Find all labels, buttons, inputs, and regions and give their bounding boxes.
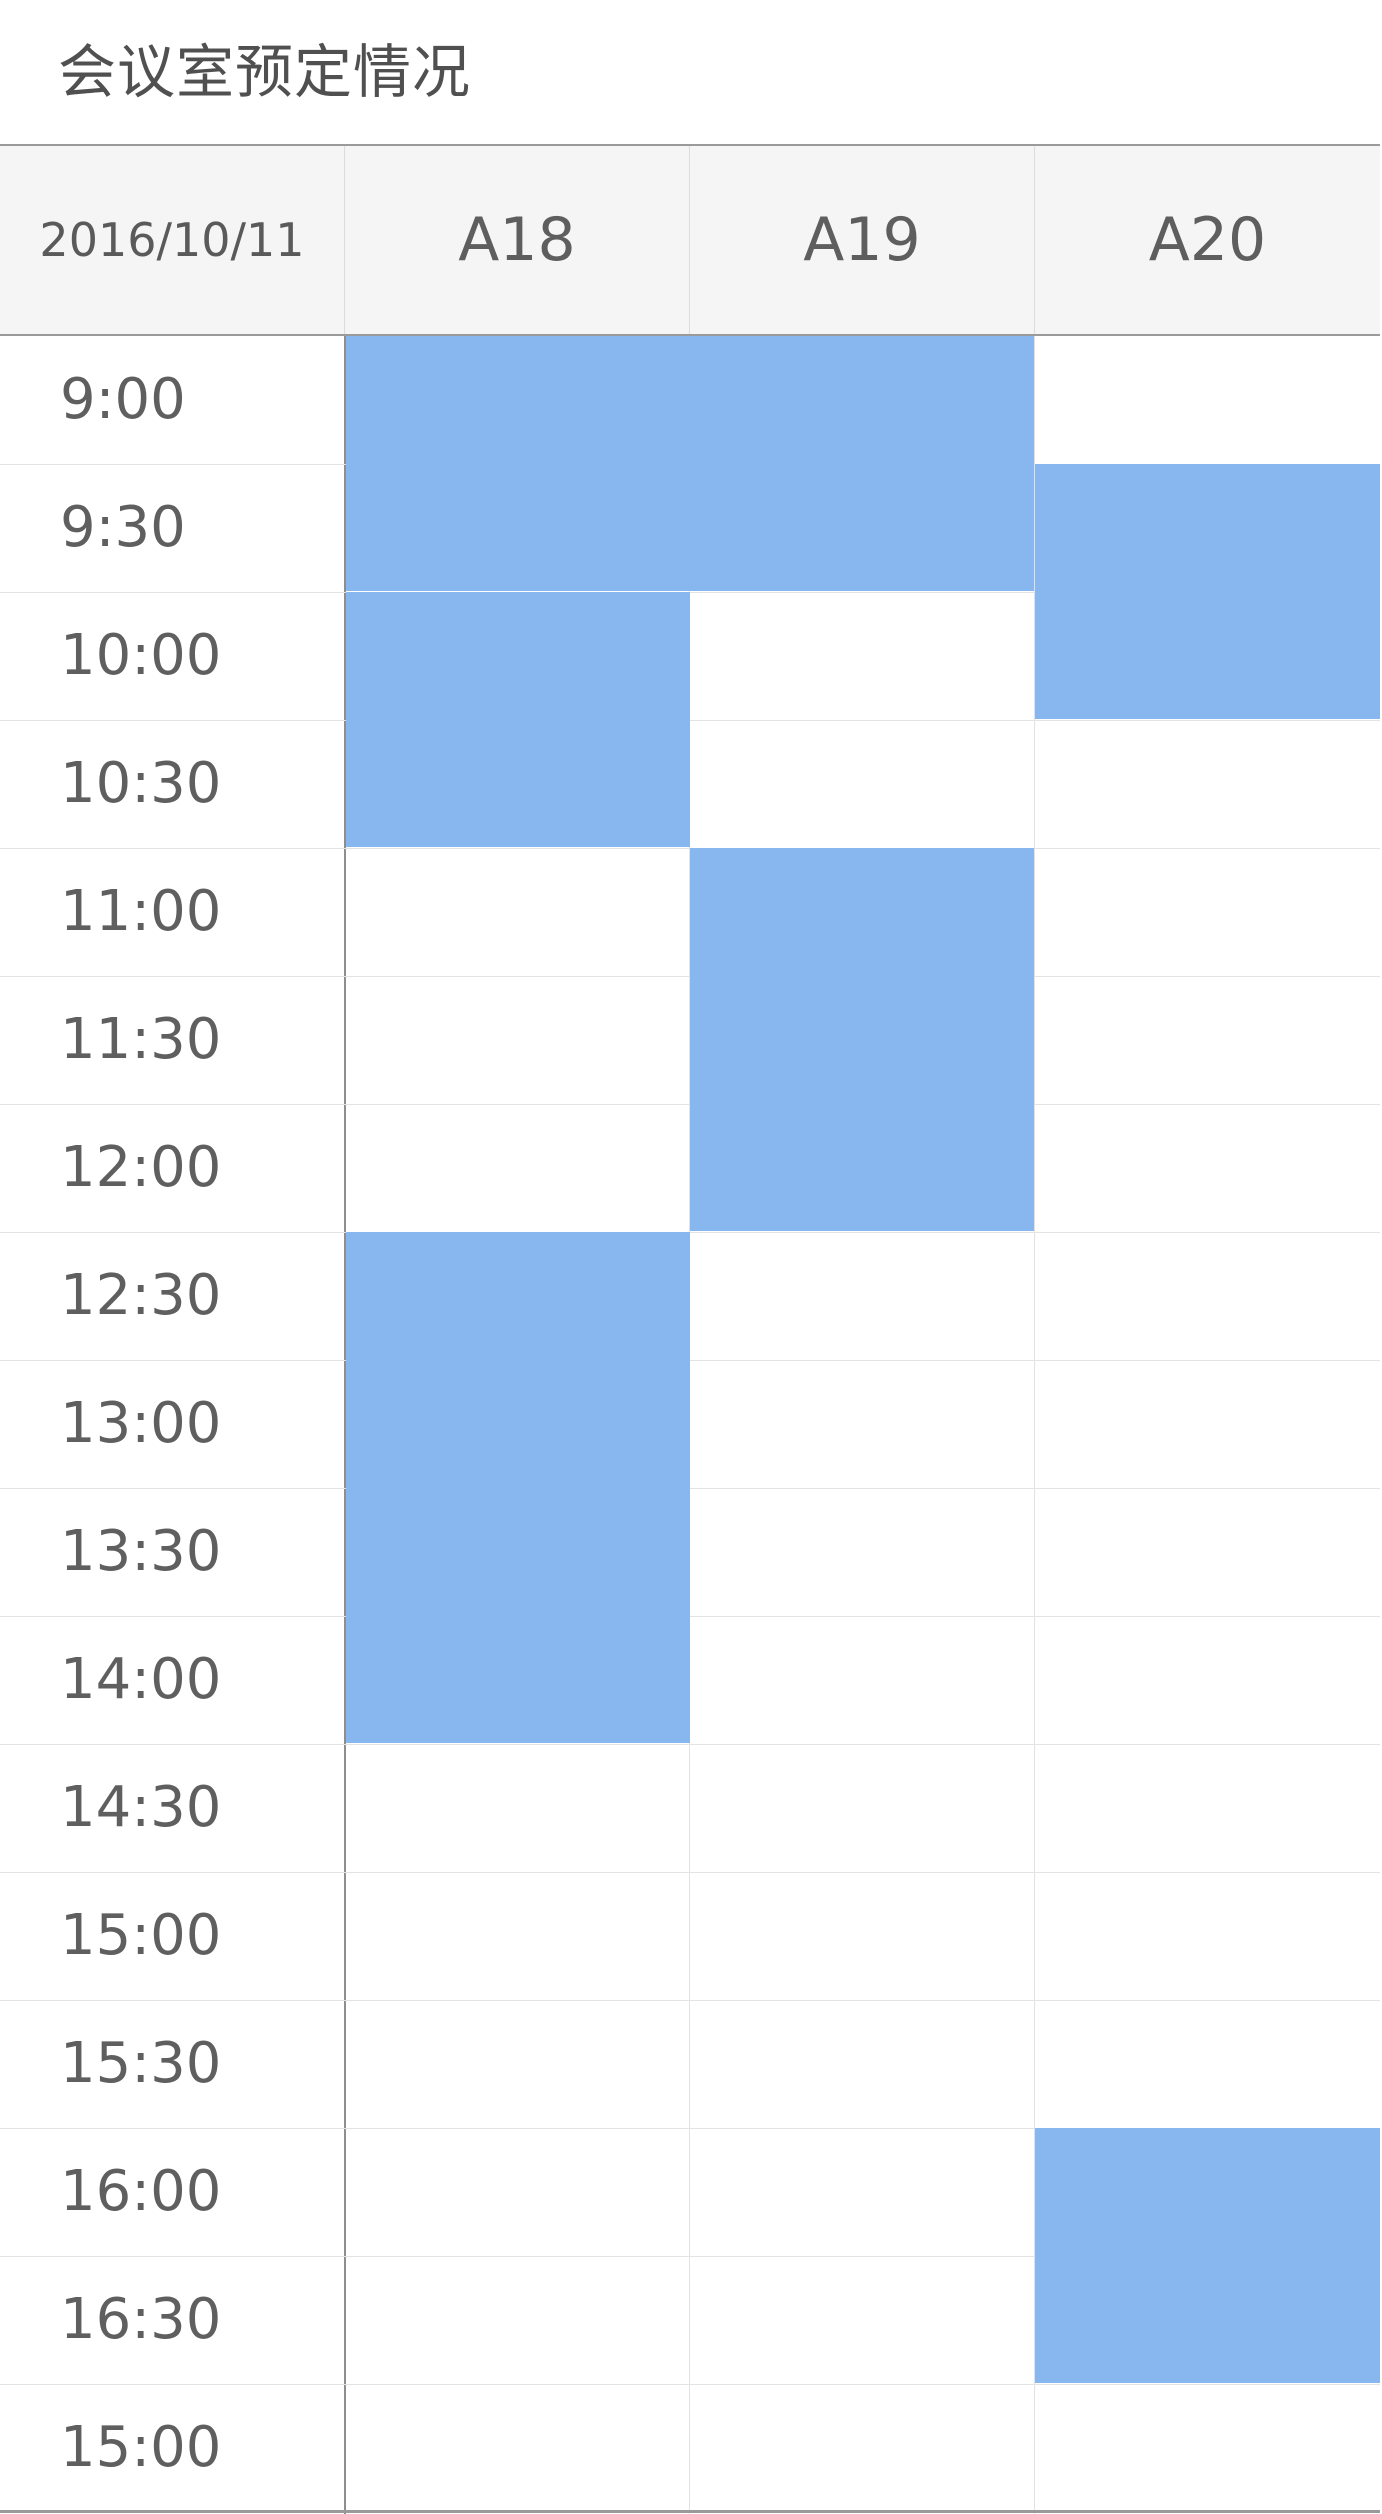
booking-block-a18[interactable] [346,336,690,591]
row-divider [0,1232,1380,1233]
time-label: 15:00 [60,2415,222,2480]
booking-block-a20[interactable] [1035,2128,1380,2383]
booking-block-a20[interactable] [1035,464,1380,719]
room-header-a20[interactable]: A20 [1148,205,1267,275]
time-label: 10:30 [60,751,222,816]
time-label: 11:30 [60,1007,222,1072]
row-divider [0,2256,1380,2257]
time-label: 14:00 [60,1647,222,1712]
time-label: 12:00 [60,1135,222,1200]
row-divider [0,1360,1380,1361]
column-divider [1034,336,1035,2514]
time-label: 16:30 [60,2287,222,2352]
date-header[interactable]: 2016/10/11 [0,146,345,334]
page-title: 会议室预定情况 [58,38,472,106]
row-divider [0,592,1380,593]
row-divider [0,720,1380,721]
row-divider [0,1488,1380,1489]
row-divider [0,2000,1380,2001]
time-label: 13:30 [60,1519,222,1584]
room-header-a18[interactable]: A18 [345,146,690,334]
row-divider [0,1616,1380,1617]
row-divider [0,1872,1380,1873]
row-divider [0,2384,1380,2385]
time-label: 12:30 [60,1263,222,1328]
time-label: 10:00 [60,623,222,688]
time-label: 14:30 [60,1775,222,1840]
time-label: 16:00 [60,2159,222,2224]
time-label: 9:30 [60,495,186,560]
row-divider [0,1744,1380,1745]
table-bottom-border [0,2510,1380,2513]
table-header: 2016/10/11 A18 A19 A20 [0,144,1380,336]
booking-block-a19[interactable] [690,848,1034,1231]
time-label: 15:30 [60,2031,222,2096]
schedule-grid: 9:00 9:30 10:00 10:30 11:00 11:30 12:00 12:30 13… [0,336,1380,2514]
booking-block-a19[interactable] [690,336,1034,591]
time-label: 11:00 [60,879,222,944]
row-divider [0,2128,1380,2129]
time-label: 15:00 [60,1903,222,1968]
time-label: 13:00 [60,1391,222,1456]
time-column-divider [344,336,346,2514]
booking-block-a18[interactable] [346,1232,690,1743]
booking-table: 2016/10/11 A18 A19 A20 9:00 9:30 10:00 10:3… [0,144,1382,2514]
booking-block-a18[interactable] [346,592,690,847]
room-header-a19[interactable]: A19 [690,146,1035,334]
time-label: 9:00 [60,367,186,432]
